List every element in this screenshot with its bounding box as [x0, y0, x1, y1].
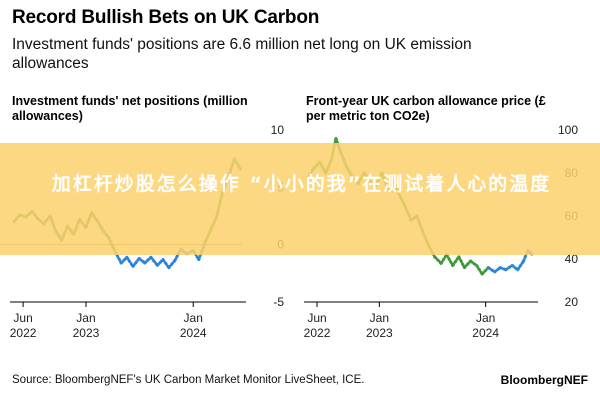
series-segment — [445, 253, 455, 267]
series-segment — [161, 258, 171, 270]
brand-logo: BloombergNEF — [500, 373, 588, 387]
x-tick-year: 2023 — [366, 326, 393, 340]
series-segment — [475, 263, 484, 276]
x-tick-year: 2024 — [180, 326, 207, 340]
x-tick-label: Jan — [184, 311, 203, 325]
x-tick-label: Jun — [307, 311, 326, 325]
y-tick-label: 40 — [565, 252, 579, 266]
x-tick-label: Jun — [13, 311, 32, 325]
x-tick-year: 2022 — [304, 326, 331, 340]
x-tick-year: 2022 — [10, 326, 37, 340]
left-chart-title: Investment funds' net positions (million… — [12, 94, 248, 123]
series-segment — [149, 255, 159, 267]
x-tick-label: Jan — [476, 311, 495, 325]
y-tick-label: -5 — [273, 295, 284, 309]
series-segment — [457, 255, 466, 270]
series-segment — [439, 253, 449, 265]
watermark-banner — [0, 143, 600, 255]
x-tick-year: 2024 — [472, 326, 499, 340]
headline: Record Bullish Bets on UK Carbon — [12, 7, 320, 28]
subheadline: Investment funds' positions are 6.6 mill… — [12, 36, 472, 72]
y-tick-label: 20 — [565, 295, 579, 309]
series-segment — [451, 255, 461, 267]
x-tick-year: 2023 — [73, 326, 100, 340]
y-tick-label: 100 — [558, 123, 578, 137]
series-segment — [125, 255, 135, 268]
series-segment — [516, 259, 526, 272]
y-tick-label: 10 — [271, 123, 285, 137]
x-tick-label: Jan — [370, 311, 389, 325]
right-chart-title: Front-year UK carbon allowance price (£ … — [306, 94, 546, 123]
series-segment — [131, 256, 141, 268]
series-segment — [167, 259, 177, 270]
source-note: Source: BloombergNEF's UK Carbon Market … — [12, 374, 365, 386]
x-tick-label: Jan — [76, 311, 95, 325]
watermark-banner-text: 加杠杆炒股怎么操作 “小小的我”在测试着人心的温度 — [51, 173, 552, 195]
